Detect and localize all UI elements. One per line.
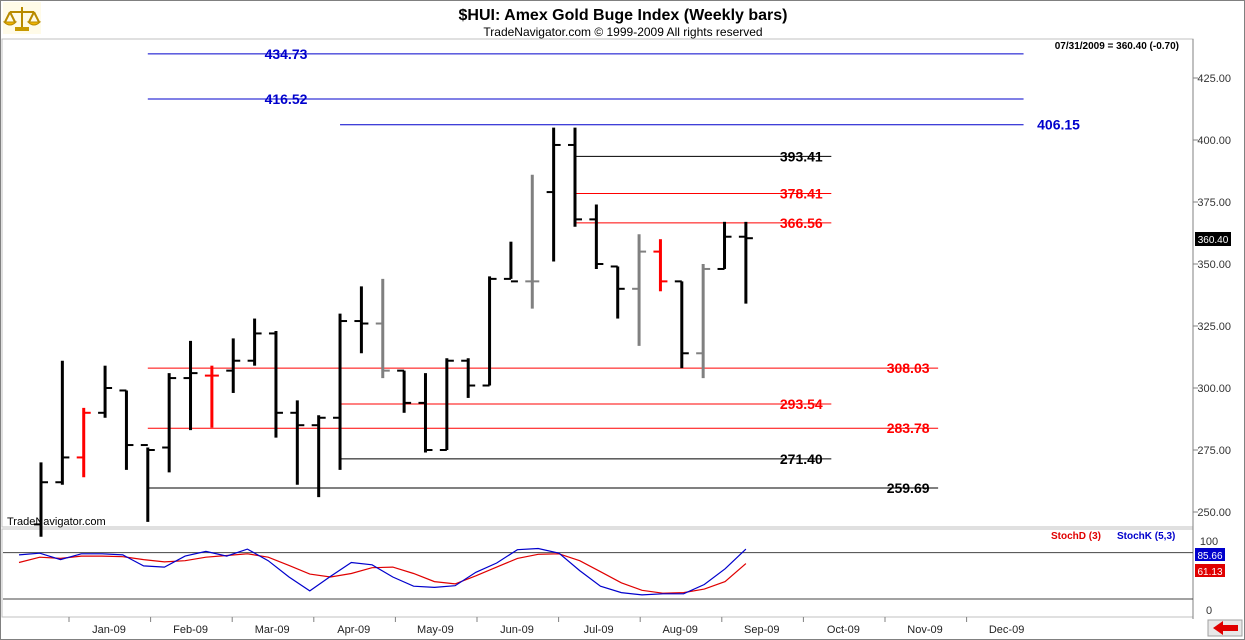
price-levels: 434.73 416.52 406.15 393.41 378.41 366.56 308.… — [147, 46, 1080, 496]
y-tick-label: 325.00 — [1197, 321, 1231, 333]
y-tick-label: 425.00 — [1197, 73, 1231, 85]
level-label: 378.41 — [780, 186, 823, 202]
stoch-d-badge: 61.13 — [1195, 564, 1225, 578]
level-label: 416.52 — [265, 91, 308, 107]
stoch-k-line — [18, 547, 747, 596]
x-tick-label: Jul-09 — [584, 624, 614, 636]
red-arrow-left-icon[interactable] — [1207, 619, 1243, 637]
level-label: 366.56 — [780, 215, 823, 231]
y-axis: 250.00 275.00 300.00 325.00 350.00 375.00 400.… — [1193, 73, 1231, 519]
indicator-panel-border — [1, 528, 1194, 618]
y-tick-label: 275.00 — [1197, 445, 1231, 457]
gold-scale-icon[interactable] — [2, 2, 42, 34]
level-label: 434.73 — [265, 46, 308, 62]
x-tick-label: Oct-09 — [827, 624, 860, 636]
y-tick-label: 300.00 — [1197, 383, 1231, 395]
level-label: 293.54 — [780, 396, 823, 412]
stoch-tick-label: 0 — [1206, 605, 1212, 617]
x-tick-label: Jun-09 — [500, 624, 534, 636]
level-label: 308.03 — [887, 360, 930, 376]
x-tick-label: Aug-09 — [662, 624, 697, 636]
last-value-info: 07/31/2009 = 360.40 (-0.70) — [1055, 41, 1179, 52]
last-value-badge: 360.40 — [1195, 232, 1231, 246]
level-label: 406.15 — [1037, 117, 1080, 133]
price-panel-border — [1, 38, 1194, 528]
x-axis: Jan-09 Feb-09 Mar-09 Apr-09 May-09 Jun-09 Jul-… — [68, 617, 1024, 636]
stoch-k-badge: 85.66 — [1195, 548, 1225, 562]
stoch-tick-label: 100 — [1200, 536, 1218, 548]
y-tick-label: 350.00 — [1197, 259, 1231, 271]
level-label: 259.69 — [887, 480, 930, 496]
x-tick-label: Mar-09 — [255, 624, 290, 636]
price-bars — [34, 127, 753, 537]
y-tick-label: 400.00 — [1197, 135, 1231, 147]
stoch-d-label: StochD (3) — [1051, 531, 1101, 542]
stoch-d-value: 61.13 — [1197, 567, 1222, 578]
x-tick-label: Jan-09 — [92, 624, 126, 636]
stochastic-panel: 100500 — [3, 536, 1218, 617]
y-tick-label: 375.00 — [1197, 197, 1231, 209]
x-tick-label: Sep-09 — [744, 624, 779, 636]
x-tick-label: Nov-09 — [907, 624, 942, 636]
stoch-k-label: StochK (5,3) — [1117, 531, 1175, 542]
x-tick-label: Apr-09 — [337, 624, 370, 636]
y-tick-label: 250.00 — [1197, 507, 1231, 519]
level-label: 271.40 — [780, 451, 823, 467]
stoch-d-line — [18, 553, 747, 594]
x-tick-label: Dec-09 — [989, 624, 1024, 636]
watermark: TradeNavigator.com — [7, 516, 106, 528]
x-tick-label: May-09 — [417, 624, 454, 636]
chart-title: $HUI: Amex Gold Buge Index (Weekly bars) — [459, 7, 788, 24]
stoch-k-value: 85.66 — [1197, 551, 1222, 562]
last-value-label: 360.40 — [1198, 235, 1229, 246]
x-tick-label: Feb-09 — [173, 624, 208, 636]
level-label: 283.78 — [887, 420, 930, 436]
chart-subtitle: TradeNavigator.com © 1999-2009 All right… — [483, 25, 762, 39]
level-label: 393.41 — [780, 148, 823, 164]
